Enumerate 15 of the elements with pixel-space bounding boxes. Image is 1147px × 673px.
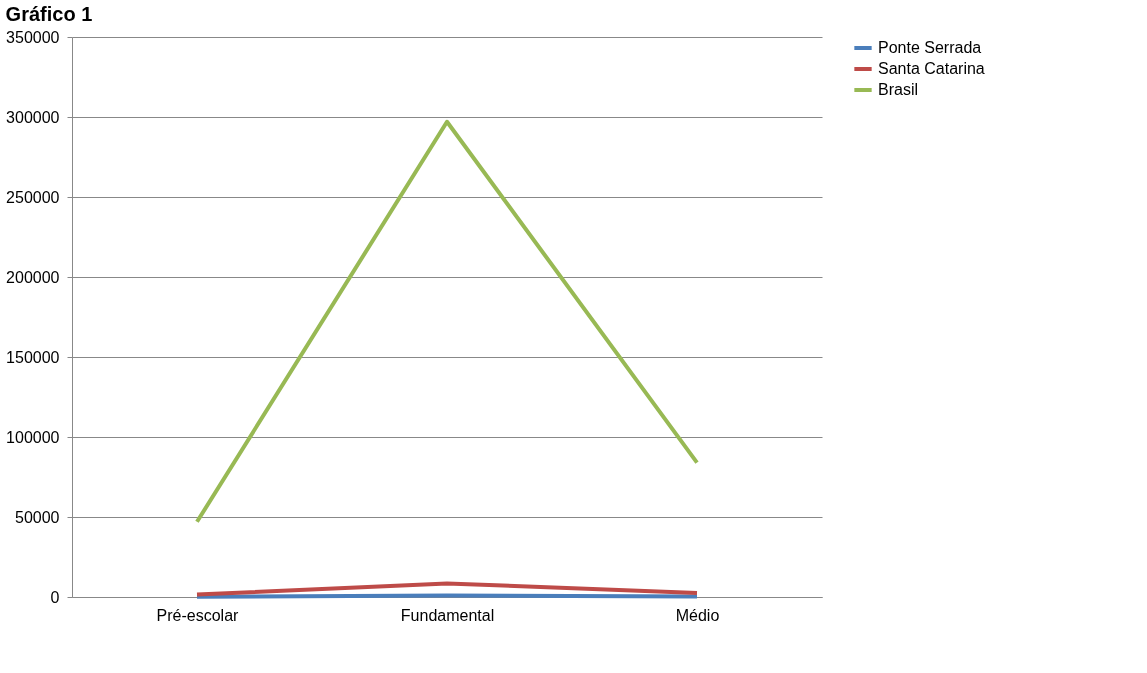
chart-title: Gráfico 1 — [5, 3, 93, 25]
y-tick-label: 100000 — [6, 428, 60, 446]
y-tick-label: 300000 — [6, 108, 60, 126]
legend-label: Ponte Serrada — [878, 39, 982, 56]
y-tick-label: 0 — [50, 588, 60, 606]
y-tick-label: 200000 — [6, 268, 60, 286]
y-tick-label: 250000 — [6, 188, 60, 206]
legend-label: Brasil — [878, 81, 919, 98]
x-tick-label: Fundamental — [400, 606, 495, 624]
legend-label: Santa Catarina — [878, 60, 985, 77]
x-tick-label: Pré-escolar — [156, 606, 240, 624]
y-tick-label: 350000 — [6, 28, 60, 46]
y-tick-label: 150000 — [6, 348, 60, 366]
x-tick-label: Médio — [675, 606, 720, 624]
y-tick-label: 50000 — [15, 508, 60, 526]
